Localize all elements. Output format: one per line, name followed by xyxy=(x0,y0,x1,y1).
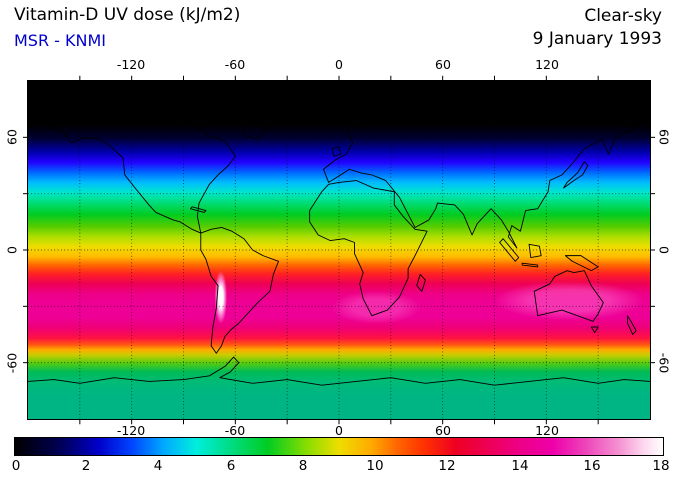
header-right: Clear-sky 9 January 1993 xyxy=(533,5,662,51)
world-map xyxy=(27,80,651,420)
lon-tick-label-bottom: 0 xyxy=(335,423,343,438)
colorbar-tick-label: 4 xyxy=(153,458,163,474)
lon-tick-label-bottom: 60 xyxy=(435,423,451,438)
lon-tick-label-top: 0 xyxy=(335,57,343,72)
lon-tick-label-top: 60 xyxy=(435,57,451,72)
colorbar-tick-label: 2 xyxy=(81,458,91,474)
lat-tick-label-right: 60 xyxy=(656,129,672,145)
condition-label: Clear-sky xyxy=(584,6,662,26)
colorbar-tick-label: 18 xyxy=(652,458,670,474)
lat-tick-label-left: 0 xyxy=(4,246,20,254)
data-source-label: MSR - KNMI xyxy=(14,31,107,50)
lon-tick-label-top: -60 xyxy=(224,57,246,72)
lon-tick-label-bottom: 120 xyxy=(535,423,559,438)
colorbar-tick-label: 16 xyxy=(583,458,601,474)
colorbar-tick-label: 6 xyxy=(226,458,236,474)
colorbar xyxy=(14,437,664,456)
coastline-grid-overlay xyxy=(28,81,650,419)
colorbar-tick-label: 10 xyxy=(366,458,384,474)
lon-tick-label-bottom: -60 xyxy=(224,423,246,438)
lon-tick-label-top: 120 xyxy=(535,57,559,72)
graticule xyxy=(28,81,650,419)
lon-tick-label-bottom: -120 xyxy=(116,423,146,438)
colorbar-tick-label: 8 xyxy=(298,458,308,474)
colorbar-tick-label: 14 xyxy=(511,458,529,474)
date-label: 9 January 1993 xyxy=(532,29,662,49)
lat-tick-label-left: 60 xyxy=(4,129,20,145)
lat-tick-label-left: -60 xyxy=(4,352,20,374)
figure-title: Vitamin-D UV dose (kJ/m2) xyxy=(14,5,241,25)
axis-ticks xyxy=(23,76,655,425)
lat-tick-label-right: -60 xyxy=(656,352,672,374)
lon-tick-label-top: -120 xyxy=(116,57,146,72)
coastlines xyxy=(28,102,650,386)
lat-tick-label-right: 0 xyxy=(656,246,672,254)
colorbar-tick-label: 0 xyxy=(11,458,21,474)
colorbar-tick-label: 12 xyxy=(438,458,456,474)
